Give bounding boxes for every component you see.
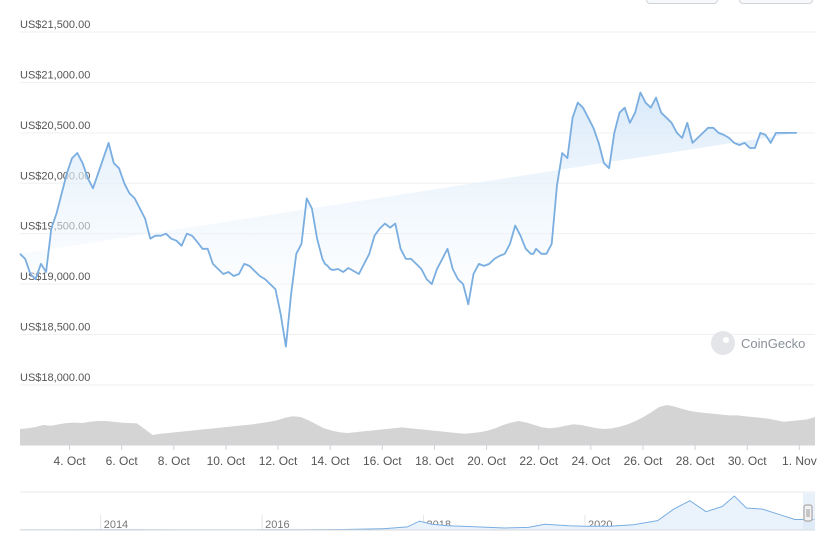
price-line	[19, 91, 797, 348]
x-tick-label: 26. Oct	[624, 454, 663, 468]
x-tick-label: 10. Oct	[207, 454, 246, 468]
navigator-handle[interactable]	[803, 504, 813, 522]
x-tick-label: 24. Oct	[571, 454, 610, 468]
gecko-eye-icon	[723, 337, 729, 343]
x-tick-label: 30. Oct	[728, 454, 767, 468]
x-tick-label: 28. Oct	[676, 454, 715, 468]
x-tick-label: 4. Oct	[54, 454, 87, 468]
x-tick-label: 12. Oct	[259, 454, 298, 468]
navigator-tick-label: 2016	[265, 519, 289, 531]
x-tick-label: 20. Oct	[467, 454, 506, 468]
brand-watermark: CoinGecko	[711, 331, 805, 355]
x-tick-label: 18. Oct	[415, 454, 454, 468]
x-tick-label: 22. Oct	[519, 454, 558, 468]
y-tick-label: US$20,500.00	[20, 120, 90, 132]
brand-name: CoinGecko	[741, 336, 805, 351]
y-tick-label: US$21,500.00	[20, 19, 90, 31]
price-area	[19, 91, 797, 348]
y-tick-label: US$21,000.00	[20, 69, 90, 81]
x-tick-label: 1. Nov	[782, 454, 817, 468]
x-tick-label: 14. Oct	[311, 454, 350, 468]
volume-bars	[20, 405, 815, 446]
navigator-area	[20, 496, 815, 530]
y-tick-label: US$18,000.00	[20, 372, 90, 384]
x-tick-label: 8. Oct	[158, 454, 191, 468]
x-axis: 4. Oct 6. Oct 8. Oct 10. Oct 12. Oct 14. Oct 1…	[54, 445, 817, 468]
navigator-tick-label: 2014	[104, 519, 128, 531]
x-tick-label: 16. Oct	[363, 454, 402, 468]
x-tick-label: 6. Oct	[106, 454, 139, 468]
navigator-series	[20, 495, 815, 531]
price-area-fill	[20, 92, 797, 347]
navigator[interactable]: 20142016201820202022	[20, 491, 815, 531]
y-tick-label: US$18,500.00	[20, 322, 90, 334]
gecko-logo-icon	[711, 331, 735, 355]
volume-area	[20, 405, 815, 445]
